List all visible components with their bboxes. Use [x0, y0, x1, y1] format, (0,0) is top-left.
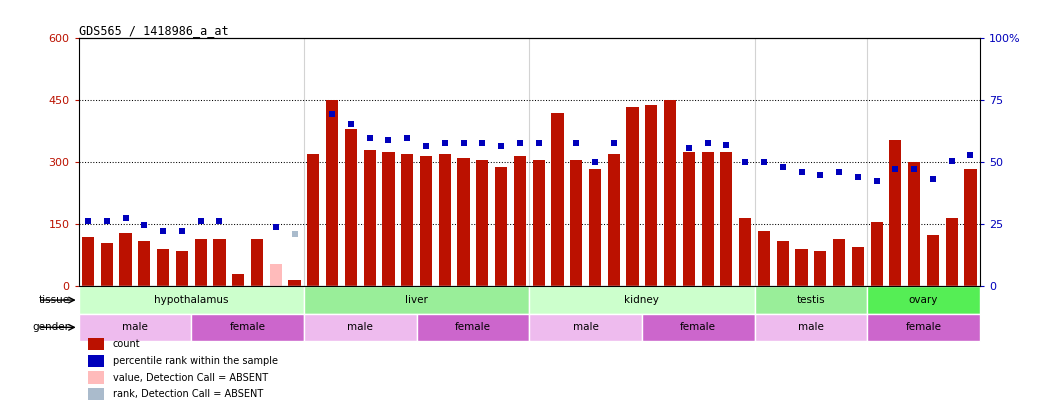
Text: male: male	[122, 322, 148, 333]
Bar	[88, 388, 104, 401]
Bar	[532, 160, 545, 286]
Bar	[364, 150, 376, 286]
Bar	[195, 239, 206, 286]
Bar	[627, 107, 638, 286]
Bar	[514, 156, 526, 286]
Bar	[868, 314, 980, 341]
Text: tissue: tissue	[39, 295, 69, 305]
Bar	[926, 235, 939, 286]
Bar	[326, 100, 339, 286]
Text: male: male	[798, 322, 824, 333]
Text: count: count	[113, 339, 140, 349]
Text: hypothalamus: hypothalamus	[154, 295, 228, 305]
Bar	[420, 156, 432, 286]
Text: testis: testis	[796, 295, 825, 305]
Bar	[529, 286, 755, 314]
Text: ovary: ovary	[909, 295, 938, 305]
Bar	[570, 160, 583, 286]
Text: female: female	[230, 322, 265, 333]
Text: female: female	[905, 322, 941, 333]
Bar	[88, 371, 104, 384]
Bar	[551, 113, 564, 286]
Bar	[608, 154, 619, 286]
Bar	[814, 252, 827, 286]
Bar	[908, 162, 920, 286]
Bar	[88, 338, 104, 350]
Bar	[214, 239, 225, 286]
Text: kidney: kidney	[625, 295, 659, 305]
Bar	[288, 280, 301, 286]
Bar	[777, 241, 789, 286]
Bar	[88, 355, 104, 367]
Bar	[307, 154, 320, 286]
Bar	[345, 129, 357, 286]
Bar	[232, 274, 244, 286]
Bar	[191, 314, 304, 341]
Text: GDS565 / 1418986_a_at: GDS565 / 1418986_a_at	[79, 24, 228, 37]
Bar	[945, 218, 958, 286]
Bar	[82, 237, 94, 286]
Bar	[457, 158, 470, 286]
Text: value, Detection Call = ABSENT: value, Detection Call = ABSENT	[113, 373, 268, 383]
Bar	[589, 168, 602, 286]
Bar	[664, 100, 676, 286]
Bar	[138, 241, 151, 286]
Bar	[383, 152, 394, 286]
Bar	[476, 160, 488, 286]
Text: female: female	[455, 322, 490, 333]
Bar	[755, 286, 868, 314]
Bar	[739, 218, 751, 286]
Bar	[401, 154, 413, 286]
Bar	[176, 252, 188, 286]
Bar	[101, 243, 113, 286]
Bar	[250, 239, 263, 286]
Bar	[304, 286, 529, 314]
Bar	[833, 239, 845, 286]
Text: male: male	[347, 322, 373, 333]
Bar	[646, 104, 657, 286]
Bar	[119, 233, 132, 286]
Text: male: male	[572, 322, 598, 333]
Text: rank, Detection Call = ABSENT: rank, Detection Call = ABSENT	[113, 389, 263, 399]
Bar	[641, 314, 755, 341]
Bar	[720, 152, 733, 286]
Bar	[439, 154, 451, 286]
Bar	[890, 140, 901, 286]
Bar	[682, 152, 695, 286]
Bar	[79, 314, 191, 341]
Bar	[868, 286, 980, 314]
Bar	[871, 222, 882, 286]
Bar	[495, 166, 507, 286]
Bar	[157, 249, 169, 286]
Text: percentile rank within the sample: percentile rank within the sample	[113, 356, 278, 366]
Bar	[964, 168, 977, 286]
Bar	[852, 247, 864, 286]
Bar	[795, 249, 808, 286]
Text: gender: gender	[32, 322, 69, 333]
Bar	[269, 264, 282, 286]
Bar	[304, 314, 417, 341]
Bar	[701, 152, 714, 286]
Bar	[758, 230, 770, 286]
Text: liver: liver	[406, 295, 428, 305]
Bar	[529, 314, 641, 341]
Bar	[79, 286, 304, 314]
Bar	[417, 314, 529, 341]
Bar	[755, 314, 868, 341]
Text: female: female	[680, 322, 716, 333]
